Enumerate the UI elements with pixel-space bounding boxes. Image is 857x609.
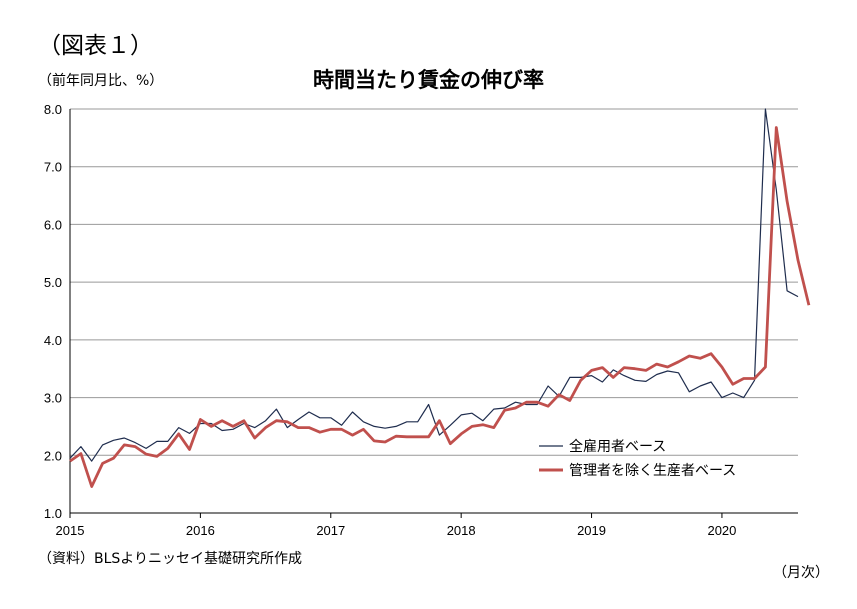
y-axis-ticks: 1.0 2.0 3.0 4.0 5.0 6.0 7.0 8.0 [44,102,62,521]
y-tick-label: 8.0 [44,102,62,117]
chart-title: 時間当たり賃金の伸び率 [313,68,544,92]
series-line-2 [69,126,811,488]
y-tick-label: 3.0 [44,391,62,406]
y-tick-label: 1.0 [44,506,62,521]
gridlines [69,108,798,514]
x-tick-label: 2019 [577,523,606,538]
x-unit-label: （月次） [773,565,829,581]
figure-label: （図表１） [38,33,153,59]
y-tick-label: 6.0 [44,217,62,232]
x-tick-label: 2020 [707,523,736,538]
y-tick-label: 2.0 [44,448,62,463]
y-tick-label: 7.0 [44,160,62,175]
source-note: （資料）BLSよりニッセイ基礎研究所作成 [38,551,303,567]
x-tick-label: 2018 [447,523,476,538]
unit-label: （前年同月比、%） [38,73,164,89]
x-axis-ticks: 2015 2016 2017 2018 2019 2020 [56,513,736,538]
x-tick-label: 2016 [186,523,215,538]
legend-label-1: 全雇用者ベース [569,438,666,455]
y-tick-label: 4.0 [44,333,62,348]
series-lines [69,108,811,488]
legend-label-2: 管理者を除く生産者ベース [569,463,736,479]
x-tick-label: 2015 [56,523,85,538]
series-line-1 [69,108,799,462]
x-tick-label: 2017 [316,523,345,538]
y-tick-label: 5.0 [44,275,62,290]
